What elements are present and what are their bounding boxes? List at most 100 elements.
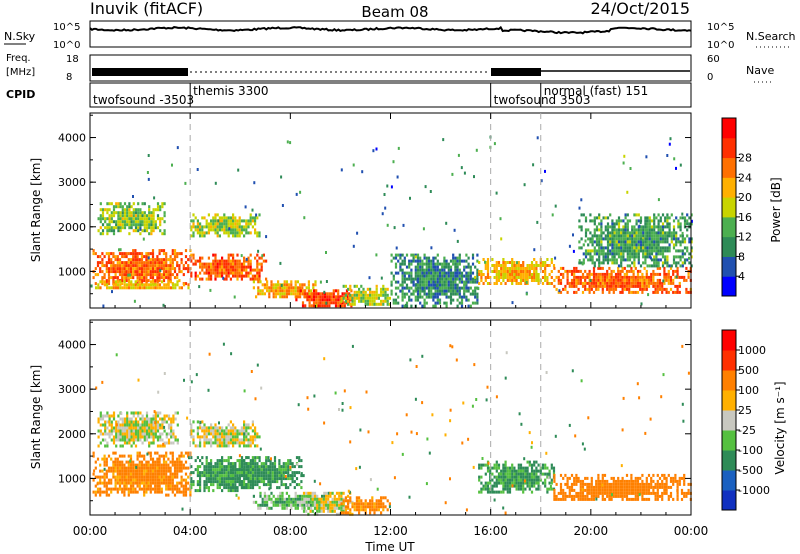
heatmap-cell: [243, 426, 246, 430]
heatmap-cell: [94, 267, 97, 271]
heatmap-cell: [234, 441, 237, 445]
heatmap-cell: [145, 283, 148, 287]
heatmap-cell: [203, 432, 206, 436]
heatmap-cell: [580, 225, 583, 229]
heatmap-cell: [114, 258, 117, 262]
heatmap-cell: [625, 275, 629, 279]
heatmap-cell: [593, 246, 596, 250]
heatmap-cell: [223, 231, 226, 235]
heatmap-cell: [218, 435, 221, 439]
heatmap-cell: [410, 277, 413, 281]
heatmap-cell: [657, 246, 660, 250]
heatmap-cell: [167, 283, 170, 287]
heatmap-cell: [254, 256, 257, 260]
heatmap-cell: [634, 266, 637, 270]
heatmap-cell: [154, 411, 157, 415]
heatmap-cell: [97, 444, 100, 448]
heatmap-cell: [116, 481, 119, 485]
heatmap-cell: [247, 432, 250, 436]
heatmap-cell: [371, 302, 374, 306]
heatmap-cell: [176, 490, 179, 494]
heatmap-cell: [436, 268, 439, 272]
heatmap-cell: [238, 259, 241, 263]
heatmap-cell: [112, 463, 115, 467]
heatmap-cell: [154, 279, 157, 283]
heatmap-cell: [268, 289, 271, 293]
heatmap-cell: [251, 471, 255, 475]
heatmap-cell: [147, 270, 150, 274]
heatmap-cell: [199, 471, 202, 475]
heatmap-cell: [454, 262, 457, 266]
heatmap-cell: [272, 286, 275, 290]
heatmap-cell: [578, 240, 581, 244]
heatmap-cell: [108, 286, 111, 290]
heatmap-cell: [577, 281, 580, 285]
heatmap-cell: [205, 459, 208, 463]
heatmap-cell: [333, 494, 336, 498]
heatmap-cell: [595, 278, 598, 282]
heatmap-cell: [552, 264, 556, 267]
heatmap-cell: [274, 292, 277, 296]
heatmap-cell: [476, 292, 479, 296]
heatmap-cell: [337, 295, 340, 299]
heatmap-cell: [500, 481, 503, 485]
heatmap-cell: [550, 258, 553, 261]
heatmap-cell: [134, 444, 138, 448]
heatmap-cell: [307, 289, 310, 293]
heatmap-cell: [227, 462, 230, 466]
heatmap-cell: [134, 283, 137, 287]
heatmap-cell: [266, 286, 269, 290]
heatmap-cell: [296, 500, 299, 504]
heatmap-cell: [324, 503, 328, 507]
heatmap-cell: [251, 420, 254, 424]
heatmap-cell: [199, 228, 202, 232]
heatmap-cell: [606, 234, 610, 238]
heatmap-cell: [414, 259, 417, 263]
heatmap-cell: [290, 286, 293, 290]
heatmap-cell: [221, 480, 224, 484]
heatmap-cell: [666, 261, 669, 265]
heatmap-cell: [652, 278, 655, 282]
heatmap-cell: [258, 474, 261, 478]
heatmap-cell: [681, 240, 684, 244]
heatmap-cell: [653, 246, 656, 250]
heatmap-cell: [609, 231, 612, 235]
heatmap-cell: [606, 275, 609, 279]
heatmap-cell: [659, 258, 662, 262]
heatmap-cell: [449, 295, 453, 299]
heatmap-cell: [632, 269, 635, 273]
heatmap-cell: [486, 261, 490, 264]
heatmap-cell: [110, 220, 113, 224]
heatmap-cell: [218, 459, 221, 463]
heatmap-cell: [320, 506, 323, 510]
heatmap-cell: [132, 252, 135, 256]
heatmap-cell: [559, 272, 563, 276]
heatmap-cell: [134, 487, 137, 491]
heatmap-cell: [247, 231, 250, 235]
heatmap-cell: [628, 219, 632, 223]
heatmap-cell: [611, 255, 614, 259]
heatmap-cell: [526, 270, 529, 273]
heatmap-cell: [425, 301, 428, 305]
heatmap-cell: [297, 289, 300, 293]
heatmap-cell: [366, 302, 369, 306]
heatmap-cell: [182, 264, 185, 268]
heatmap-cell: [311, 509, 314, 513]
heatmap-cell: [686, 222, 689, 226]
heatmap-cell: [243, 471, 246, 475]
heatmap-cell: [486, 270, 490, 273]
heatmap-cell: [625, 269, 629, 273]
heatmap-cell: [557, 278, 560, 282]
heatmap-cell: [163, 214, 166, 218]
heatmap-cell: [648, 264, 651, 268]
heatmap-cell: [480, 481, 483, 485]
heatmap-cell: [661, 234, 665, 238]
heatmap-cell: [335, 512, 339, 516]
heatmap-cell: [214, 228, 217, 232]
heatmap-cell: [140, 255, 144, 259]
heatmap-cell: [648, 234, 651, 238]
heatmap-cell: [143, 423, 146, 427]
heatmap-cell: [690, 264, 693, 268]
heatmap-cell: [390, 271, 393, 275]
heatmap-cell: [269, 465, 272, 469]
